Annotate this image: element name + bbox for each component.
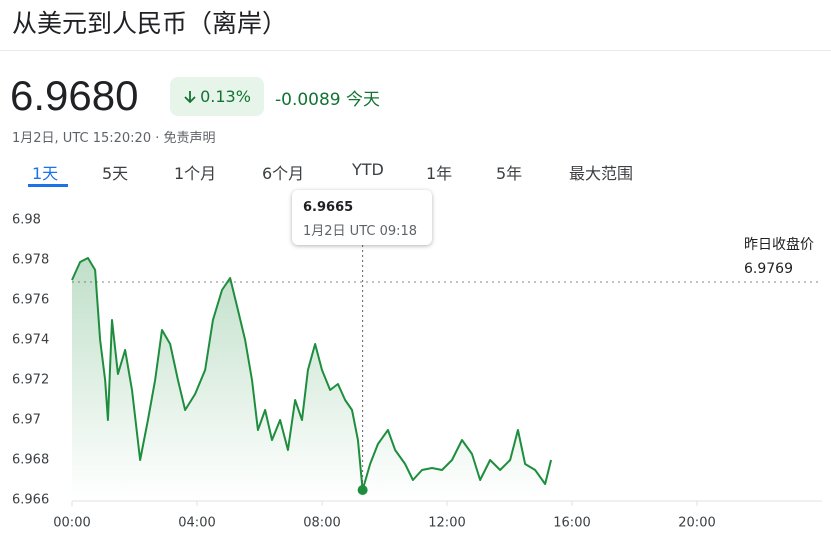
tooltip [292, 190, 432, 245]
x-tick-label: 08:00 [303, 516, 340, 531]
y-tick-label: 6.974 [12, 333, 49, 348]
range-tab[interactable]: 5年 [496, 164, 523, 183]
change-value: -0.0089 [275, 90, 341, 110]
tooltip-value: 6.9665 [303, 200, 354, 215]
active-tab-underline [28, 184, 68, 187]
range-tab[interactable]: 最大范围 [569, 164, 634, 183]
y-tick-label: 6.968 [12, 453, 49, 468]
area [72, 258, 552, 500]
title: 从美元到人民币（离岸） [12, 9, 288, 38]
hover-dot [357, 485, 368, 495]
reference-value: 6.9769 [744, 261, 793, 277]
change-badge: 0.13% [170, 77, 264, 116]
range-tab[interactable]: 1天 [32, 164, 59, 183]
tooltip-time: 1月2日 UTC 09:18 [303, 224, 418, 239]
price: 6.9680 [10, 72, 139, 119]
separator [0, 50, 831, 51]
change: -0.0089 今天 [275, 85, 380, 110]
reference-text: 昨日收盘价 [744, 237, 814, 253]
y-tick-label: 6.978 [12, 253, 49, 268]
price-line [71, 257, 553, 491]
range-tab[interactable]: 6个月 [262, 164, 305, 183]
range-tab[interactable]: 1年 [426, 164, 453, 183]
range-tab[interactable]: YTD [352, 160, 384, 179]
time: 1月2日, UTC 15:20:20 [12, 131, 152, 146]
range-tab[interactable]: 1个月 [174, 164, 217, 183]
period: 今天 [346, 90, 381, 110]
timestamp: 1月2日, UTC 15:20:20 · 免责声明 [12, 131, 216, 146]
y-tick-label: 6.966 [12, 493, 49, 508]
y-tick-label: 6.97 [12, 413, 41, 428]
range-tab[interactable]: 5天 [102, 164, 129, 183]
down-arrow [184, 90, 196, 103]
x-tick-label: 16:00 [553, 516, 590, 531]
x-tick-label: 20:00 [678, 516, 715, 531]
x-tick-label: 12:00 [428, 516, 465, 531]
y-tick-label: 6.972 [12, 373, 49, 388]
x-tick-label: 04:00 [178, 516, 215, 531]
change-percent: 0.13% [200, 87, 251, 106]
y-tick-label: 6.976 [12, 293, 49, 308]
disclaimer[interactable]: 免责声明 [163, 131, 216, 146]
reference-label: 昨日收盘价 6.9769 [744, 233, 818, 281]
y-tick-label: 6.98 [12, 213, 41, 228]
x-tick-label: 00:00 [53, 516, 90, 531]
